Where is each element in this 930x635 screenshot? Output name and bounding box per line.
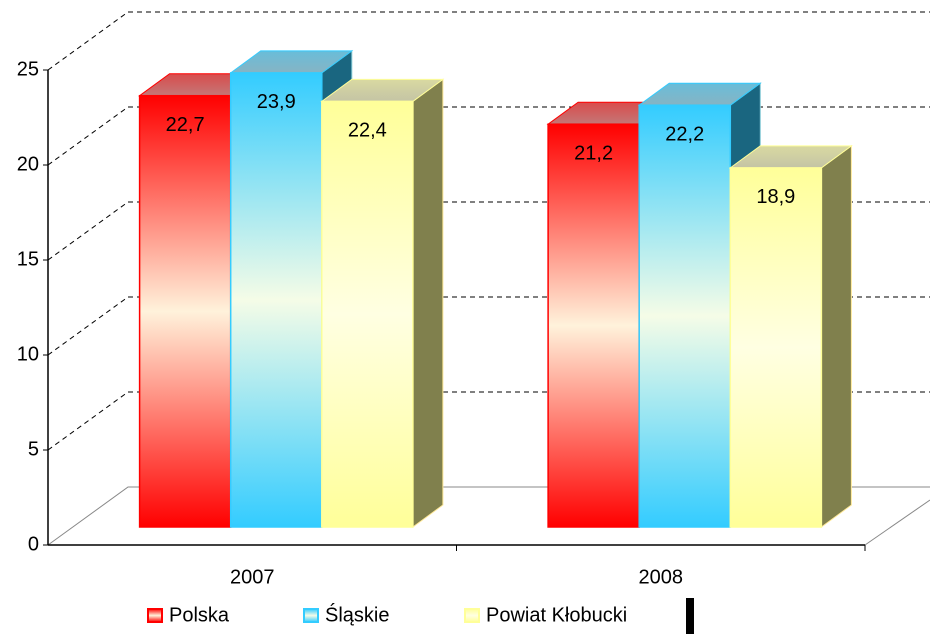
value-label: 23,9 (257, 91, 296, 113)
bar-side (820, 144, 852, 528)
bar-side (412, 78, 444, 528)
y-tick-label: 20 (17, 153, 39, 175)
grid-diagonal (47, 391, 129, 451)
value-label: 22,7 (166, 114, 205, 136)
value-label: 22,4 (348, 120, 387, 142)
y-tick-label: 15 (17, 248, 39, 270)
cursor-artifact (686, 598, 694, 634)
value-label: 21,2 (574, 142, 613, 164)
y-tick-label: 25 (17, 58, 39, 80)
y-tick-label: 0 (28, 533, 39, 555)
y-tick-label: 10 (17, 343, 39, 365)
grid-diagonal (47, 296, 129, 356)
bar (547, 123, 640, 528)
floor-edge (864, 499, 930, 546)
legend-label: Śląskie (325, 602, 389, 626)
bar (321, 100, 414, 528)
y-tick-label: 5 (28, 438, 39, 460)
grid-diagonal (47, 201, 129, 261)
grid-diagonal (47, 11, 129, 71)
legend-swatch (303, 608, 319, 623)
bar (138, 94, 232, 528)
legend-label: Powiat Kłobucki (486, 604, 627, 626)
bar (729, 167, 823, 528)
legend-swatch (464, 608, 480, 623)
legend-swatch (147, 608, 163, 623)
grid-diagonal (47, 106, 129, 166)
x-tick-label: 2008 (639, 566, 684, 588)
bar (229, 72, 323, 528)
x-tick-label: 2007 (230, 566, 275, 588)
value-label: 22,2 (665, 123, 704, 145)
legend-label: Polska (169, 604, 230, 626)
bar (638, 104, 732, 528)
value-label: 18,9 (756, 186, 795, 208)
